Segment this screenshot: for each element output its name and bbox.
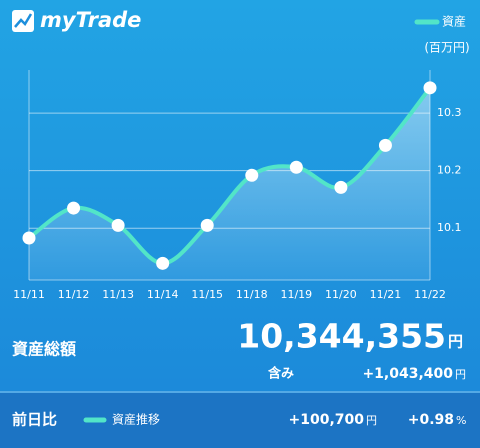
point [111,218,125,232]
y-tick-label: 10.3 [437,106,462,119]
point [156,256,170,270]
point [334,180,348,194]
total-label: 資産総額 [12,340,76,359]
logo: myTrade [12,8,141,32]
daily-band [0,393,480,448]
daily-label: 前日比 [12,411,57,429]
total-unit: 円 [448,333,463,351]
point [200,218,214,232]
logo-icon-line [14,13,33,28]
point [423,81,437,95]
unit-label: (百万円) [424,41,469,55]
x-tick-label: 11/22 [414,288,446,301]
x-tick-label: 11/19 [280,288,312,301]
x-tick-label: 11/15 [191,288,223,301]
gain-label: 含み [267,366,294,382]
area [29,87,430,280]
point [378,138,392,152]
x-tick-label: 11/14 [147,288,179,301]
y-tick-label: 10.2 [437,164,462,177]
point [289,160,303,174]
change-value: +100,700 [289,412,365,428]
total-value: 10,344,355 [237,317,446,356]
x-tick-label: 11/12 [58,288,90,301]
x-tick-label: 11/20 [325,288,357,301]
legend-label: 資産 [442,14,466,29]
gain-value: +1,043,400 [362,366,453,382]
change-percent: +0.98 [408,412,454,428]
gain-unit: 円 [455,368,466,381]
x-tick-label: 11/18 [236,288,268,301]
app-name: myTrade [40,8,141,32]
line [27,85,432,266]
point [245,168,259,182]
x-tick-label: 11/13 [102,288,134,301]
y-tick-label: 10.1 [437,221,462,234]
point [22,231,36,245]
change-unit: 円 [366,414,377,427]
percent-unit: % [456,414,466,427]
point [67,201,81,215]
daily-legend-label: 資産推移 [112,412,160,427]
x-tick-label: 11/11 [13,288,45,301]
x-tick-label: 11/21 [370,288,402,301]
